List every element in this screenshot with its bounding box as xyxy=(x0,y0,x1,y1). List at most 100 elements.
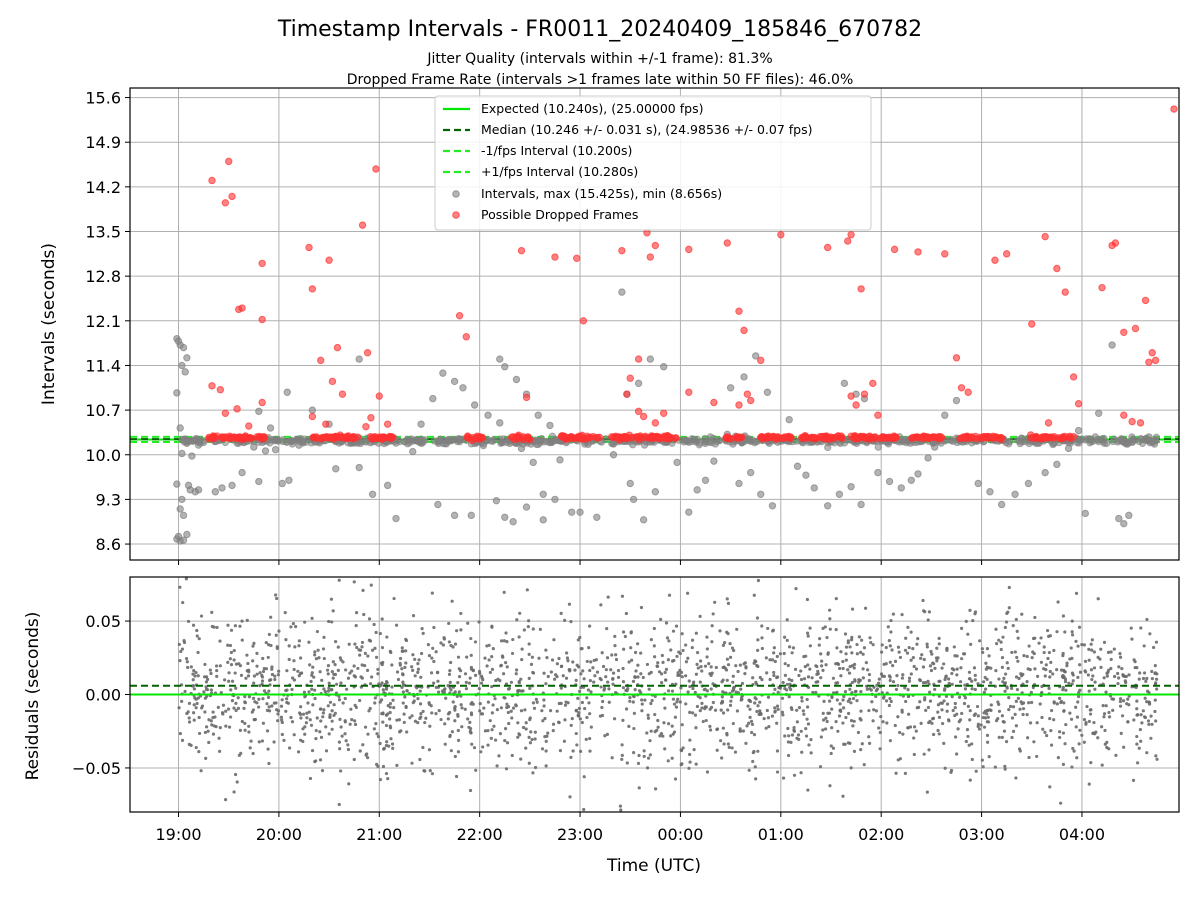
residual-point xyxy=(1094,730,1098,734)
residual-point xyxy=(469,653,473,657)
residual-point xyxy=(653,787,658,791)
legend-label-dropped: Possible Dropped Frames xyxy=(481,207,638,222)
residual-point xyxy=(453,690,457,694)
residual-point xyxy=(698,708,702,713)
residual-point xyxy=(1047,650,1051,655)
interval-point xyxy=(238,468,246,477)
residual-point xyxy=(360,640,365,645)
residual-point xyxy=(1142,671,1147,675)
residual-point xyxy=(574,678,578,682)
residual-point xyxy=(1114,753,1118,758)
residual-point xyxy=(365,752,369,756)
dropped-frame-point xyxy=(614,433,623,441)
residual-point xyxy=(859,748,863,752)
residual-point xyxy=(495,764,499,768)
residual-point xyxy=(337,694,341,699)
x-tick-label: 19:00 xyxy=(155,825,201,844)
residual-point xyxy=(637,753,641,758)
residual-point xyxy=(645,731,649,735)
residual-point xyxy=(1048,669,1052,674)
residual-point xyxy=(1055,702,1059,706)
residual-point xyxy=(505,741,510,745)
interval-point xyxy=(735,479,743,488)
residual-point xyxy=(686,656,690,660)
residual-point xyxy=(230,699,235,703)
residual-point xyxy=(1102,676,1106,680)
dropped-frame-point xyxy=(1053,264,1061,273)
residual-point xyxy=(537,656,541,660)
residual-point xyxy=(366,654,370,658)
residual-point xyxy=(909,672,913,676)
interval-point xyxy=(1094,409,1103,417)
interval-point xyxy=(651,488,660,496)
dropped-frame-point xyxy=(462,333,470,341)
residual-point xyxy=(215,625,219,630)
residual-point xyxy=(192,718,196,722)
residual-point xyxy=(928,690,932,694)
residual-point xyxy=(395,718,399,722)
residual-point xyxy=(1048,785,1052,789)
residual-point xyxy=(786,753,791,758)
residual-point xyxy=(773,709,777,713)
residual-point xyxy=(989,708,993,712)
residual-point xyxy=(750,722,755,727)
bottom-y-tick-label: 0.00 xyxy=(85,686,121,705)
residual-point xyxy=(1048,675,1052,679)
residual-point xyxy=(999,647,1003,652)
residual-point xyxy=(932,732,936,737)
residual-point xyxy=(246,674,251,678)
residual-point xyxy=(234,662,239,666)
dropped-frame-point xyxy=(763,432,771,441)
residual-point xyxy=(1071,746,1075,751)
interval-point xyxy=(840,379,849,388)
residual-point xyxy=(814,664,818,668)
residual-point xyxy=(417,658,421,662)
residual-point xyxy=(953,735,958,739)
residual-point xyxy=(786,726,790,731)
residual-point xyxy=(852,719,856,723)
residual-point xyxy=(711,682,715,686)
residual-point xyxy=(229,650,234,655)
interval-point xyxy=(1151,437,1160,445)
residual-point xyxy=(546,731,550,735)
residual-point xyxy=(261,697,265,701)
residual-point xyxy=(483,729,488,733)
residual-point xyxy=(1102,715,1106,719)
residual-point xyxy=(1117,676,1121,680)
residual-point xyxy=(967,670,972,674)
residual-point xyxy=(725,678,729,682)
residual-point xyxy=(388,724,392,728)
residual-point xyxy=(602,686,607,690)
residual-point xyxy=(726,601,731,606)
residual-point xyxy=(443,742,447,746)
interval-point xyxy=(710,457,718,465)
residual-point xyxy=(758,712,762,716)
residual-point xyxy=(1107,715,1112,719)
residual-point xyxy=(877,726,881,730)
residual-point xyxy=(396,677,401,682)
residual-point xyxy=(1148,632,1152,636)
residual-point xyxy=(765,671,769,675)
residual-point xyxy=(672,658,676,663)
dropped-frame-point xyxy=(913,433,922,442)
residual-point xyxy=(503,696,507,700)
residual-point xyxy=(518,611,522,615)
residual-point xyxy=(479,681,484,685)
residual-point xyxy=(265,729,270,733)
residual-point xyxy=(800,750,804,754)
residual-point xyxy=(276,709,281,713)
residual-point xyxy=(410,714,414,718)
residual-point xyxy=(336,668,340,673)
interval-point xyxy=(278,479,286,488)
residual-point xyxy=(846,741,850,745)
residual-point xyxy=(808,626,812,630)
residual-point xyxy=(220,711,225,715)
dropped-frame-point xyxy=(328,377,337,386)
residual-point xyxy=(1060,674,1065,679)
residual-point xyxy=(178,731,182,736)
interval-point xyxy=(802,471,810,479)
residual-point xyxy=(906,625,910,629)
top-y-tick-label: 15.6 xyxy=(85,89,121,108)
residual-point xyxy=(728,655,733,659)
residual-point xyxy=(576,696,580,700)
